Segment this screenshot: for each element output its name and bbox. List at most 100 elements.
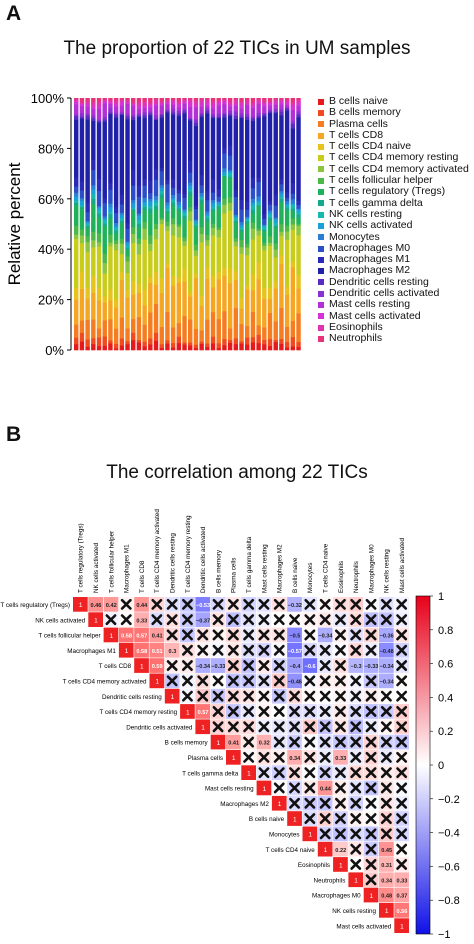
legend-label: NK cells activated — [329, 219, 413, 232]
bar-segment — [159, 101, 164, 104]
bar-segment — [131, 209, 136, 211]
bar-segment — [239, 308, 244, 325]
bar-segment — [193, 226, 199, 245]
bar-segment — [85, 227, 90, 237]
bar-segment — [79, 229, 85, 236]
column-label: T cells CD4 memory resting — [185, 515, 192, 593]
not-significant-mark — [243, 675, 255, 687]
bar-segment — [279, 235, 284, 256]
bar-segment — [159, 190, 164, 195]
legend-label: T cells CD4 memory activated — [329, 162, 469, 175]
bar-segment — [205, 343, 210, 347]
bar-segment — [296, 204, 301, 209]
bar-segment — [148, 208, 153, 213]
bar-segment — [210, 101, 216, 105]
bar-segment — [279, 101, 284, 105]
not-significant-mark — [350, 706, 362, 717]
bar-segment — [119, 317, 125, 339]
bar-segment — [170, 347, 176, 351]
bar-segment — [239, 104, 244, 109]
not-significant-mark — [396, 690, 408, 702]
column-label: B cells memory — [215, 549, 222, 593]
bar-segment — [284, 341, 290, 348]
cell-value: 1 — [125, 648, 129, 655]
bar-segment — [102, 198, 107, 204]
not-significant-mark — [273, 629, 285, 641]
bar-segment — [262, 226, 267, 230]
bar-segment — [91, 343, 96, 351]
bar-segment — [142, 117, 147, 180]
legend-label: Macrophages M1 — [329, 253, 411, 266]
bar-segment — [210, 192, 216, 201]
bar-segment — [159, 117, 164, 169]
bar-segment — [119, 338, 125, 346]
bar-segment — [108, 108, 113, 113]
bar-segment — [85, 106, 90, 114]
bar-segment — [136, 116, 142, 186]
bar-segment — [182, 98, 187, 101]
bar-segment — [159, 168, 164, 172]
bar-segment — [85, 222, 90, 224]
bar-segment — [159, 344, 164, 348]
bar-segment — [125, 98, 130, 101]
bar-segment — [131, 203, 136, 208]
bar-segment — [96, 300, 102, 329]
not-significant-mark — [365, 828, 377, 840]
heatmap-cell — [210, 658, 226, 673]
bar-segment — [113, 250, 119, 300]
bar-segment — [79, 118, 85, 182]
bar-segment — [193, 105, 199, 108]
bar-segment — [96, 205, 102, 208]
bar-segment — [148, 201, 153, 206]
bar-segment — [199, 330, 204, 342]
bar-segment — [188, 102, 193, 107]
bar-segment — [210, 179, 216, 193]
legend-item: Dendritic cells activated — [318, 287, 469, 299]
bar-segment — [119, 217, 125, 222]
bar-segment — [262, 245, 267, 251]
bar-segment — [148, 234, 153, 244]
legend-item: NK cells activated — [318, 219, 469, 232]
bar-segment — [142, 288, 147, 306]
bar-segment — [250, 178, 256, 189]
colorbar-tick-label: −0.4 — [438, 828, 460, 840]
not-significant-mark — [396, 736, 408, 748]
bar-segment — [227, 177, 233, 198]
bar-segment — [153, 119, 159, 170]
bar-segment — [267, 214, 273, 218]
heatmap-cell — [363, 887, 379, 903]
not-significant-mark — [335, 736, 346, 748]
not-significant-mark — [166, 629, 178, 641]
not-significant-mark — [182, 690, 193, 702]
bar-segment — [239, 117, 244, 200]
bar-segment — [131, 339, 136, 351]
not-significant-mark — [273, 690, 285, 702]
bar-segment — [91, 203, 96, 232]
bar-segment — [153, 201, 159, 206]
bar-segment — [136, 254, 142, 285]
bar-segment — [193, 220, 199, 224]
not-significant-mark — [319, 644, 331, 656]
bar-segment — [142, 209, 147, 222]
y-tick-label: 80% — [38, 141, 64, 156]
not-significant-mark — [212, 706, 224, 717]
colorbar-tick-label: 0.4 — [438, 692, 453, 704]
not-significant-mark — [197, 690, 209, 702]
bar-segment — [142, 206, 147, 211]
bar-segment — [102, 119, 107, 122]
not-significant-mark — [243, 644, 255, 656]
bar-segment — [233, 99, 239, 105]
row-label: Mast cells resting — [205, 786, 254, 793]
cell-value: −0.57 — [288, 649, 302, 655]
bar-segment — [125, 222, 130, 229]
bar-segment — [91, 337, 96, 345]
bar-segment — [136, 223, 142, 228]
bar-segment — [119, 194, 125, 205]
legend-swatch — [318, 121, 324, 128]
heatmap-cell — [118, 642, 134, 658]
heatmap-cell — [256, 780, 272, 796]
bar-segment — [267, 204, 273, 211]
bar-segment — [222, 275, 227, 312]
cell-value: 0.37 — [397, 894, 408, 900]
not-significant-mark — [335, 598, 346, 610]
